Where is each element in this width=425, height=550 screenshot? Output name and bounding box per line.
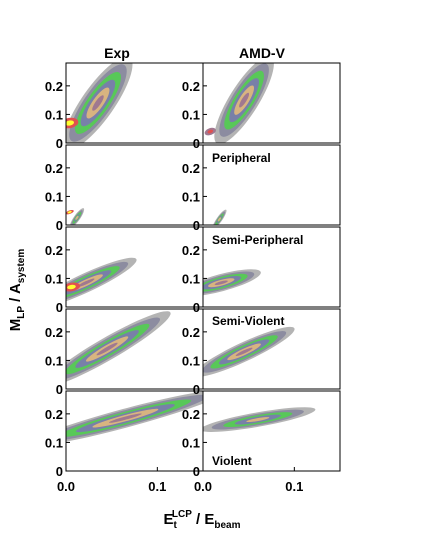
y-tick-label: 0 [56,382,63,397]
x-axis-label-main: E [164,511,174,528]
contour-level-4 [75,215,79,220]
y-tick-label: 0.2 [182,407,200,422]
y-tick-label: 0.2 [45,161,63,176]
contour-level-5 [92,95,104,111]
y-tick-label: 0 [56,218,63,233]
y-axis-label-rest: / A [7,283,24,306]
y-tick-label: 0.1 [182,107,200,122]
contour-level-5 [96,342,118,356]
contour-panel-r1-c1 [212,209,227,225]
y-tick-label: 0 [193,382,200,397]
x-axis-label-rest-sub: beam [214,520,240,531]
y-tick-label: 0.1 [182,271,200,286]
y-tick-label: 0 [56,464,63,479]
column-title-exp: Exp [104,45,130,61]
contour-level-5 [235,347,253,357]
panel-label-peripheral: Peripheral [212,151,271,165]
contour-panel-r3-c0 [66,311,171,387]
contour-layer [66,63,316,447]
contour-level-4 [246,417,270,423]
y-tick-label: 0.1 [182,353,200,368]
y-tick-label: 0.1 [45,189,63,204]
panel-frame-peripheral-exp [65,144,204,226]
contour-level-5 [239,92,250,108]
y-axis-label-sub: LP [16,306,27,319]
y-tick-label: 0.1 [45,435,63,450]
x-tick-label: 0.1 [148,479,166,494]
contour-panel-r3-c1 [203,326,295,377]
contour-level-5 [77,278,95,287]
x-axis-label: EtLCP / Ebeam [164,509,241,531]
contour-level-7 [66,120,74,126]
contour-panel-r4-c1 [203,407,316,432]
x-axis-label-rest: / E [192,511,215,528]
contour-panel-r4-c0 [66,391,203,447]
panel-frames [65,62,341,472]
tick-layer: 0.2 0.1 0 0.2 0.1 0 0.2 0.1 0 0.2 0.1 0 0.2 0.1 0 0.2 0.… [45,79,303,494]
x-axis-label-sup: LCP [172,509,192,520]
y-tick-label: 0 [193,218,200,233]
y-tick-label: 0.1 [45,271,63,286]
y-axis-label-rest-sub: system [16,249,27,284]
x-tick-label: 0.0 [57,479,75,494]
y-axis-label-main: M [7,319,24,332]
y-tick-label: 0 [193,464,200,479]
y-tick-label: 0.1 [182,435,200,450]
x-tick-label: 0.1 [285,479,303,494]
panel-frame-semi-peripheral-exp [65,226,204,308]
contour-panel-r2-c0 [66,257,137,307]
y-axis-label: MLP / Asystem [7,249,27,332]
contour-level-5 [108,413,142,423]
panel-frame-row1-amdv [202,62,341,144]
contour-panel-r0-c0 [66,63,133,143]
contour-level-6 [207,129,214,134]
contour-level-7 [67,210,72,214]
contour-panel-r0-c1 [204,63,274,143]
contour-level-5 [214,280,228,285]
contour-level-7 [67,284,76,290]
y-tick-label: 0 [56,300,63,315]
y-tick-label: 0.2 [45,325,63,340]
column-title-amd-v: AMD-V [239,45,286,61]
y-tick-label: 0.1 [182,189,200,204]
y-tick-label: 0.2 [45,407,63,422]
y-tick-label: 0.2 [45,79,63,94]
contour-level-4 [217,217,222,222]
panel-label-semi-violent: Semi-Violent [212,314,284,328]
y-tick-label: 0 [56,136,63,151]
y-tick-label: 0 [193,300,200,315]
y-tick-label: 0.2 [182,325,200,340]
y-tick-label: 0 [193,136,200,151]
panel-frame-semi-peripheral-amdv [202,226,341,308]
panel-label-semi-peripheral: Semi-Peripheral [212,233,303,247]
y-tick-label: 0.2 [182,161,200,176]
contour-panel-r2-c1 [203,269,261,297]
x-tick-label: 0.0 [194,479,212,494]
panel-frame-violent-amdv [202,390,341,472]
panel-frame-peripheral-amdv [202,144,341,226]
y-tick-label: 0.2 [182,79,200,94]
y-tick-label: 0.1 [45,107,63,122]
y-tick-label: 0.1 [45,353,63,368]
y-tick-label: 0.2 [182,243,200,258]
contour-panel-r1-c0 [66,208,85,225]
panel-label-violent: Violent [212,454,252,468]
panel-frame-semi-violent-amdv [202,308,341,390]
y-tick-label: 0.2 [45,243,63,258]
x-axis-label-sub: t [174,520,178,531]
